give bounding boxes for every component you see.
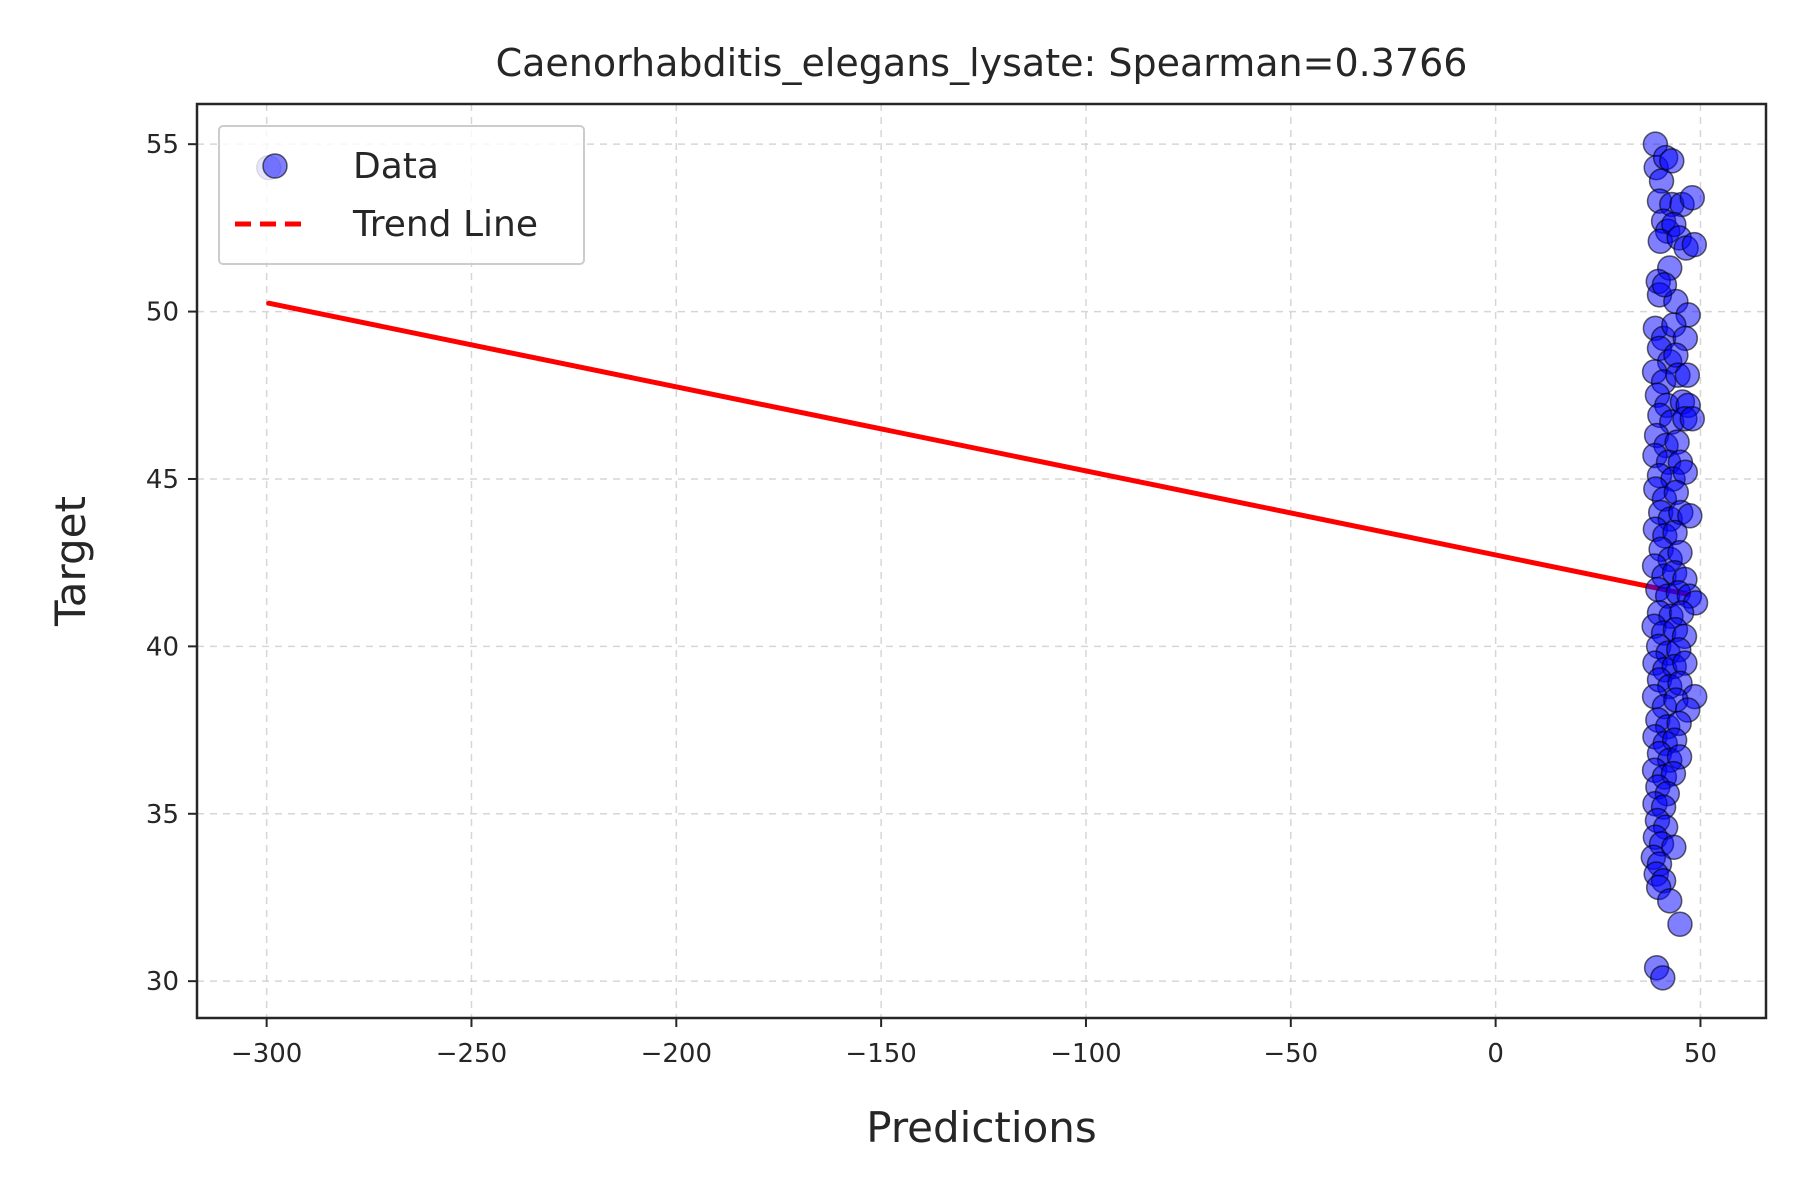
y-tick-label: 35 bbox=[146, 800, 179, 830]
plot-area-frame bbox=[195, 102, 1768, 1020]
data-point bbox=[1659, 148, 1685, 174]
legend-label-trend: Trend Line bbox=[352, 204, 538, 245]
data-points bbox=[255, 131, 1709, 991]
data-point bbox=[1656, 888, 1683, 914]
x-tick-label: −150 bbox=[845, 1039, 916, 1069]
y-axis-label: Target bbox=[46, 496, 95, 627]
x-tick-label: −250 bbox=[436, 1039, 507, 1069]
trend-line bbox=[266, 300, 1691, 597]
data-point bbox=[1679, 184, 1706, 211]
y-tick-label: 50 bbox=[146, 298, 179, 328]
data-point bbox=[1674, 362, 1701, 388]
data-point bbox=[1681, 231, 1708, 258]
x-tick-label: −100 bbox=[1050, 1039, 1121, 1069]
x-tick-label: −50 bbox=[1263, 1039, 1318, 1069]
y-tick-label: 55 bbox=[146, 130, 179, 160]
x-tick-label: 50 bbox=[1684, 1039, 1717, 1069]
x-tick-label: −200 bbox=[641, 1039, 712, 1069]
data-point bbox=[1667, 911, 1693, 938]
trend-line-layer bbox=[266, 300, 1691, 597]
chart-title: Caenorhabditis_elegans_lysate: Spearman=… bbox=[496, 41, 1468, 85]
y-axis-ticks: 30 35 40 45 50 55 bbox=[146, 130, 197, 997]
legend-marker-data bbox=[262, 153, 288, 179]
data-point bbox=[1677, 503, 1703, 529]
legend-label-data: Data bbox=[353, 146, 439, 187]
x-axis-ticks: −300 −250 −200 −150 −100 −50 0 50 bbox=[231, 1018, 1717, 1069]
data-point bbox=[1679, 405, 1706, 432]
grid bbox=[197, 104, 1766, 1018]
x-tick-label: −300 bbox=[231, 1039, 302, 1069]
x-axis-label: Predictions bbox=[866, 1103, 1097, 1152]
y-tick-label: 40 bbox=[146, 632, 179, 662]
y-tick-label: 45 bbox=[146, 465, 179, 495]
data-point bbox=[1651, 272, 1678, 298]
data-point bbox=[1661, 834, 1687, 861]
x-tick-label: 0 bbox=[1487, 1039, 1504, 1069]
y-tick-label: 30 bbox=[146, 967, 179, 997]
legend: Data Trend Line bbox=[218, 125, 585, 265]
legend-box bbox=[218, 125, 585, 265]
data-point bbox=[1650, 965, 1676, 991]
